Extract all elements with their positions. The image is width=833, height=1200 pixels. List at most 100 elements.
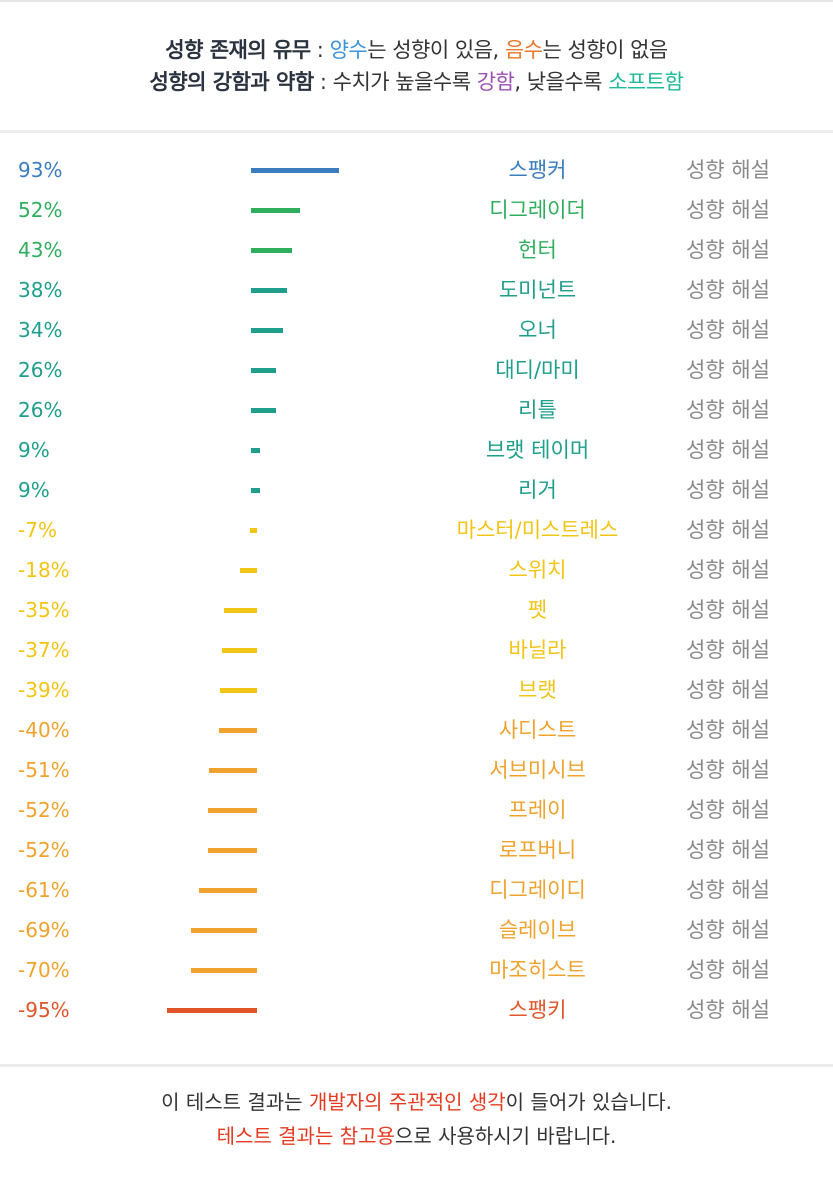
chart-row: -52% 로프버니 성향 해설 (0, 830, 833, 870)
strong-word: 강함 (476, 70, 515, 94)
chart-row: -95% 스팽키 성향 해설 (0, 990, 833, 1030)
reference-text: 으로 사용하시기 바랍니다. (394, 1124, 617, 1148)
bar (251, 488, 260, 493)
explain-link[interactable]: 성향 해설 (686, 278, 770, 302)
legend-existence-title: 성향 존재의 유무 (165, 38, 311, 62)
explain-link[interactable]: 성향 해설 (686, 958, 770, 982)
explain-link[interactable]: 성향 해설 (686, 758, 770, 782)
disclaimer: 이 테스트 결과는 개발자의 주관적인 생각이 들어가 있습니다. 테스트 결과… (0, 1085, 833, 1153)
bar (219, 728, 257, 733)
value-label: -61% (18, 878, 70, 902)
explain-link[interactable]: 성향 해설 (686, 558, 770, 582)
explain-link[interactable]: 성향 해설 (686, 358, 770, 382)
chart-row: -35% 펫 성향 해설 (0, 590, 833, 630)
bar (251, 208, 301, 213)
value-label: 52% (18, 198, 63, 222)
disclaimer-text-end: 이 들어가 있습니다. (505, 1090, 672, 1114)
explain-link[interactable]: 성향 해설 (686, 718, 770, 742)
chart-row: 93% 스팽커 성향 해설 (0, 150, 833, 190)
bar (219, 688, 257, 693)
value-label: -70% (18, 958, 70, 982)
explain-link[interactable]: 성향 해설 (686, 478, 770, 502)
legend-line-strength: 성향의 강함과 약함 : 수치가 높을수록 강함, 낮을수록 소프트함 (0, 66, 833, 96)
footer-divider (0, 1064, 833, 1067)
value-label: 9% (18, 438, 50, 462)
chart-row: -52% 프레이 성향 해설 (0, 790, 833, 830)
chart-row: -70% 마조히스트 성향 해설 (0, 950, 833, 990)
tendency-chart: 93% 스팽커 성향 해설 52% 디그레이더 성향 해설 43% 헌터 성향 해설 38% 도미넌… (0, 150, 833, 1050)
negative-desc: 는 성향이 없음 (542, 38, 668, 62)
chart-row: 43% 헌터 성향 해설 (0, 230, 833, 270)
chart-row: 9% 리거 성향 해설 (0, 470, 833, 510)
value-label: 34% (18, 318, 63, 342)
category-label: 프레이 (508, 798, 567, 822)
category-label: 대디/마미 (495, 358, 580, 382)
explain-link[interactable]: 성향 해설 (686, 838, 770, 862)
chart-row: -39% 브랫 성향 해설 (0, 670, 833, 710)
bar (207, 808, 257, 813)
chart-row: 52% 디그레이더 성향 해설 (0, 190, 833, 230)
chart-row: -61% 디그레이디 성향 해설 (0, 870, 833, 910)
explain-link[interactable]: 성향 해설 (686, 398, 770, 422)
bar (251, 448, 260, 453)
legend-line-existence: 성향 존재의 유무 : 양수는 성향이 있음, 음수는 성향이 없음 (0, 34, 833, 64)
category-label: 사디스트 (498, 718, 577, 742)
value-label: -37% (18, 638, 70, 662)
legend-header: 성향 존재의 유무 : 양수는 성향이 있음, 음수는 성향이 없음 성향의 강… (0, 0, 833, 132)
explain-link[interactable]: 성향 해설 (686, 798, 770, 822)
bar (199, 888, 257, 893)
explain-link[interactable]: 성향 해설 (686, 438, 770, 462)
explain-link[interactable]: 성향 해설 (686, 518, 770, 542)
value-label: -95% (18, 998, 70, 1022)
chart-row: -51% 서브미시브 성향 해설 (0, 750, 833, 790)
category-label: 헌터 (518, 238, 557, 262)
explain-link[interactable]: 성향 해설 (686, 238, 770, 262)
explain-link[interactable]: 성향 해설 (686, 598, 770, 622)
explain-link[interactable]: 성향 해설 (686, 878, 770, 902)
value-label: -35% (18, 598, 70, 622)
disclaimer-line-2: 테스트 결과는 참고용으로 사용하시기 바랍니다. (0, 1119, 833, 1153)
value-label: -52% (18, 798, 70, 822)
category-label: 리틀 (518, 398, 557, 422)
category-label: 스팽커 (508, 158, 567, 182)
bar (191, 928, 257, 933)
explain-link[interactable]: 성향 해설 (686, 678, 770, 702)
chart-row: -69% 슬레이브 성향 해설 (0, 910, 833, 950)
header-divider (0, 130, 833, 133)
category-label: 오너 (518, 318, 557, 342)
explain-link[interactable]: 성향 해설 (686, 918, 770, 942)
explain-link[interactable]: 성향 해설 (686, 998, 770, 1022)
category-label: 슬레이브 (498, 918, 577, 942)
bar (251, 168, 340, 173)
category-label: 브랫 (518, 678, 557, 702)
value-label: -7% (18, 518, 57, 542)
category-label: 펫 (527, 598, 548, 622)
explain-link[interactable]: 성향 해설 (686, 198, 770, 222)
disclaimer-highlight: 개발자의 주관적인 생각 (308, 1090, 506, 1114)
bar (250, 528, 257, 533)
bar (166, 1008, 257, 1013)
value-label: 26% (18, 358, 63, 382)
value-label: -51% (18, 758, 70, 782)
explain-link[interactable]: 성향 해설 (686, 158, 770, 182)
explain-link[interactable]: 성향 해설 (686, 638, 770, 662)
disclaimer-text: 이 테스트 결과는 (161, 1090, 309, 1114)
value-label: 38% (18, 278, 63, 302)
positive-desc: 는 성향이 있음, (367, 38, 505, 62)
bar (208, 768, 257, 773)
bar (223, 608, 257, 613)
bar (251, 408, 276, 413)
value-label: 93% (18, 158, 63, 182)
value-label: -69% (18, 918, 70, 942)
value-label: 9% (18, 478, 50, 502)
reference-highlight: 테스트 결과는 참고용 (216, 1124, 395, 1148)
bar (190, 968, 257, 973)
category-label: 리거 (518, 478, 557, 502)
explain-link[interactable]: 성향 해설 (686, 318, 770, 342)
bar (207, 848, 257, 853)
legend-separator: : (310, 38, 330, 62)
bar (239, 568, 257, 573)
top-divider (0, 0, 833, 2)
value-label: -18% (18, 558, 70, 582)
chart-row: 26% 리틀 성향 해설 (0, 390, 833, 430)
